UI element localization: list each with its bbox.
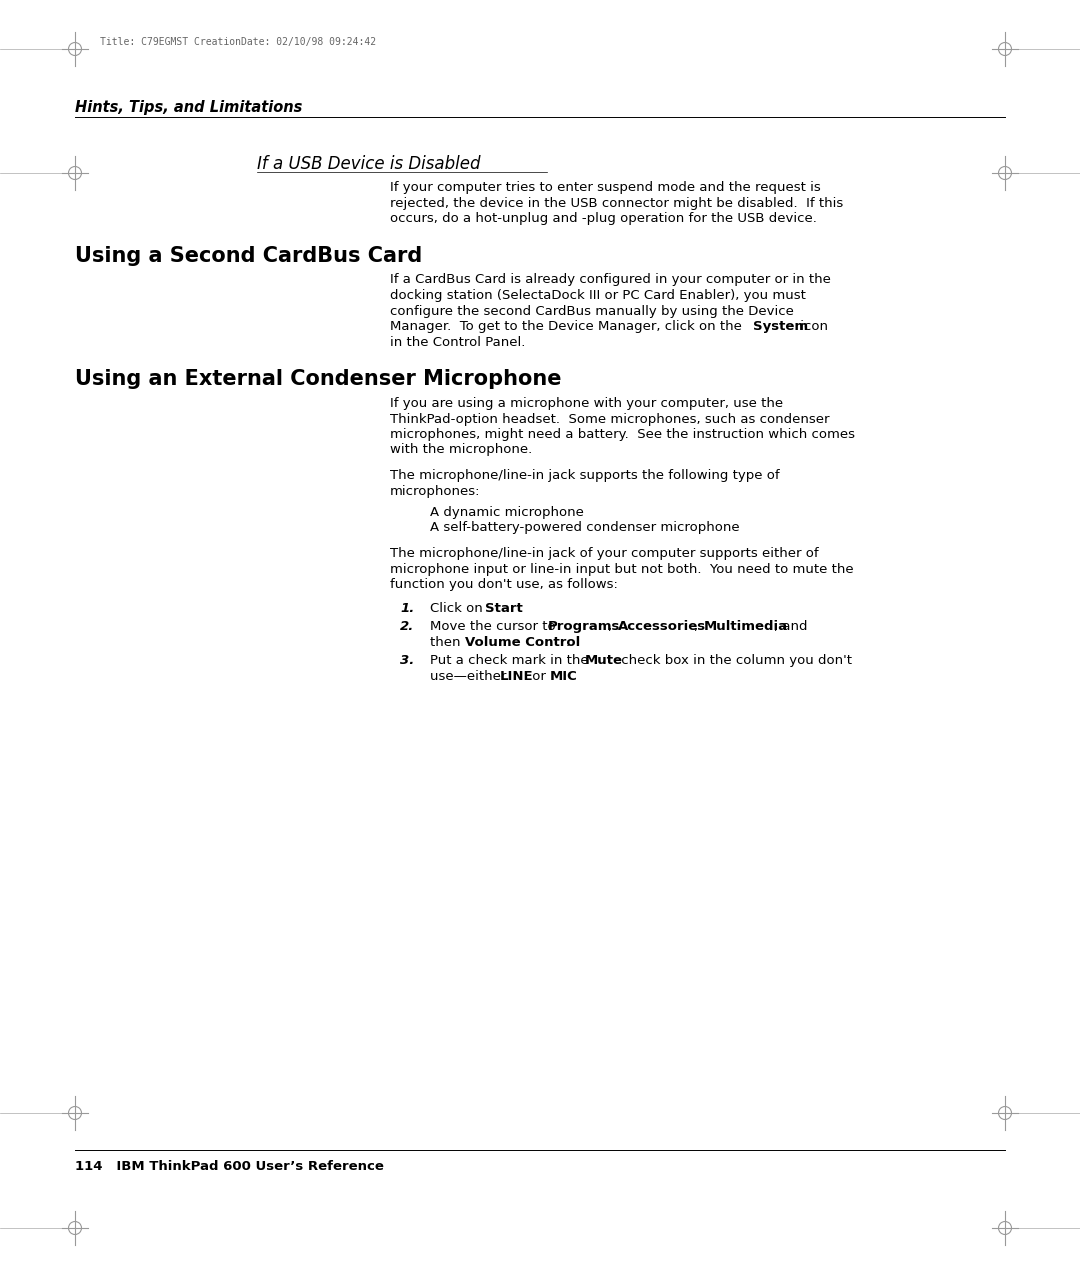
Text: , and: , and — [774, 621, 808, 633]
Text: then: then — [430, 636, 464, 649]
Text: Accessories: Accessories — [618, 621, 706, 633]
Text: microphones, might need a battery.  See the instruction which comes: microphones, might need a battery. See t… — [390, 428, 855, 441]
Text: docking station (SelectaDock III or PC Card Enabler), you must: docking station (SelectaDock III or PC C… — [390, 289, 806, 301]
Text: in the Control Panel.: in the Control Panel. — [390, 336, 525, 349]
Text: Programs: Programs — [548, 621, 620, 633]
Text: or: or — [528, 669, 550, 682]
Text: .: . — [566, 636, 570, 649]
Text: with the microphone.: with the microphone. — [390, 443, 532, 456]
Text: Mute: Mute — [585, 654, 623, 667]
Text: .: . — [519, 601, 523, 614]
Text: 1.: 1. — [400, 601, 415, 614]
Text: use—either: use—either — [430, 669, 511, 682]
Text: The microphone/line-in jack of your computer supports either of: The microphone/line-in jack of your comp… — [390, 547, 819, 561]
Text: microphones:: microphones: — [390, 484, 481, 498]
Text: Hints, Tips, and Limitations: Hints, Tips, and Limitations — [75, 100, 302, 115]
Text: ThinkPad-option headset.  Some microphones, such as condenser: ThinkPad-option headset. Some microphone… — [390, 412, 829, 425]
Text: ,: , — [608, 621, 617, 633]
Text: occurs, do a hot-unplug and -plug operation for the USB device.: occurs, do a hot-unplug and -plug operat… — [390, 212, 816, 225]
Text: Start: Start — [485, 601, 523, 614]
Text: A dynamic microphone: A dynamic microphone — [430, 506, 584, 518]
Text: Multimedia: Multimedia — [704, 621, 788, 633]
Text: ,: , — [694, 621, 702, 633]
Text: function you don't use, as follows:: function you don't use, as follows: — [390, 578, 618, 591]
Text: Using an External Condenser Microphone: Using an External Condenser Microphone — [75, 369, 562, 389]
Text: 2.: 2. — [400, 621, 415, 633]
Text: If your computer tries to enter suspend mode and the request is: If your computer tries to enter suspend … — [390, 181, 821, 194]
Text: Put a check mark in the: Put a check mark in the — [430, 654, 593, 667]
Text: check box in the column you don't: check box in the column you don't — [617, 654, 852, 667]
Text: icon: icon — [796, 321, 828, 333]
Text: 3.: 3. — [400, 654, 415, 667]
Text: If a USB Device is Disabled: If a USB Device is Disabled — [257, 155, 481, 172]
Text: MIC: MIC — [550, 669, 578, 682]
Text: rejected, the device in the USB connector might be disabled.  If this: rejected, the device in the USB connecto… — [390, 197, 843, 209]
Text: If you are using a microphone with your computer, use the: If you are using a microphone with your … — [390, 397, 783, 410]
Text: Title: C79EGMST CreationDate: 02/10/98 09:24:42: Title: C79EGMST CreationDate: 02/10/98 0… — [100, 37, 376, 47]
Text: A self-battery-powered condenser microphone: A self-battery-powered condenser microph… — [430, 521, 740, 535]
Text: Volume Control: Volume Control — [465, 636, 580, 649]
Text: Move the cursor to: Move the cursor to — [430, 621, 559, 633]
Text: 114   IBM ThinkPad 600 User’s Reference: 114 IBM ThinkPad 600 User’s Reference — [75, 1160, 383, 1174]
Text: microphone input or line-in input but not both.  You need to mute the: microphone input or line-in input but no… — [390, 562, 853, 576]
Text: Using a Second CardBus Card: Using a Second CardBus Card — [75, 245, 422, 266]
Text: If a CardBus Card is already configured in your computer or in the: If a CardBus Card is already configured … — [390, 273, 831, 286]
Text: .: . — [571, 669, 576, 682]
Text: System: System — [753, 321, 808, 333]
Text: configure the second CardBus manually by using the Device: configure the second CardBus manually by… — [390, 304, 794, 318]
Text: LINE: LINE — [500, 669, 534, 682]
Text: The microphone/line-in jack supports the following type of: The microphone/line-in jack supports the… — [390, 469, 780, 481]
Text: Click on: Click on — [430, 601, 487, 614]
Text: Manager.  To get to the Device Manager, click on the: Manager. To get to the Device Manager, c… — [390, 321, 746, 333]
